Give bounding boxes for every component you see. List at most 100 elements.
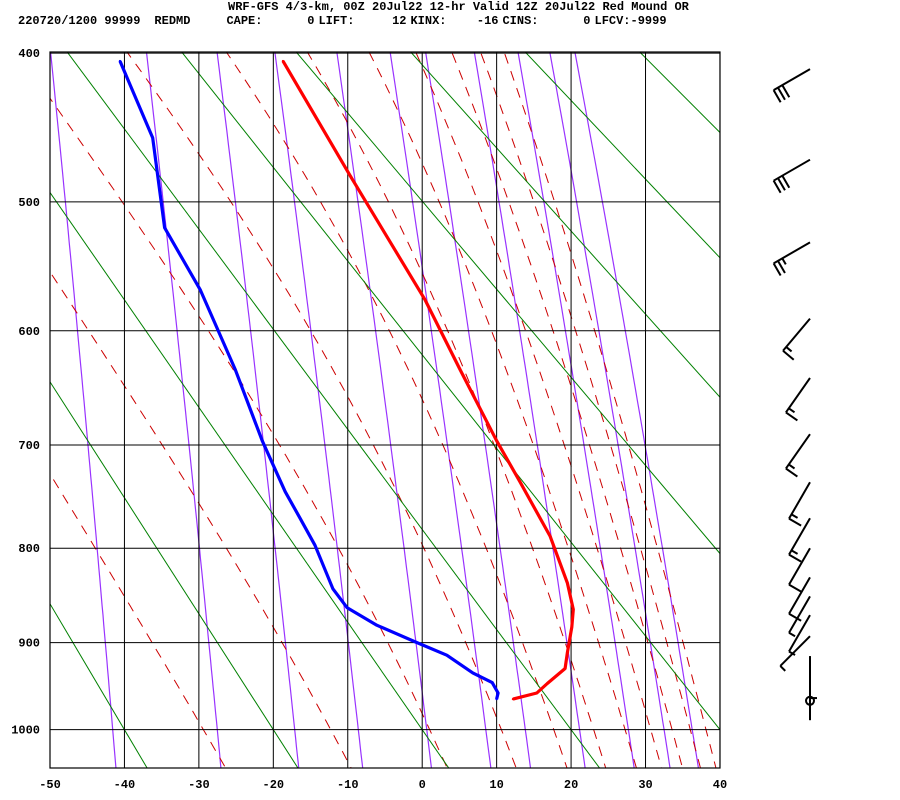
x-tick-label: -10 <box>337 778 359 792</box>
barb-half-feather <box>788 631 796 638</box>
dewpoint-point <box>199 288 202 292</box>
dewpoint-point <box>415 641 419 644</box>
wind-barb <box>788 481 811 527</box>
wind-barb <box>788 517 811 563</box>
barb-staff <box>788 595 811 634</box>
x-tick-label: -40 <box>114 778 136 792</box>
dewpoint-point <box>345 606 349 609</box>
wind-barb <box>805 695 815 706</box>
dewpoint-point <box>471 671 475 675</box>
x-tick-label: 20 <box>564 778 578 792</box>
temperature-point <box>281 59 285 63</box>
barb-half-feather <box>779 665 786 672</box>
dry-adiabat-line <box>0 20 2 779</box>
dewpoint-profile <box>118 60 500 700</box>
barb-feather <box>785 411 798 422</box>
dewpoint-point <box>163 226 166 229</box>
index-label: CINS: <box>502 14 539 28</box>
moist-adiabat-line <box>50 473 227 768</box>
temperature-profile <box>281 60 575 701</box>
grid <box>49 51 721 769</box>
dry-adiabat-line <box>834 20 900 779</box>
x-tick-label: 10 <box>489 778 503 792</box>
dewpoint-point <box>331 587 335 591</box>
dry-adiabat-line <box>66 52 601 768</box>
mixing-ratio-line <box>336 52 433 768</box>
temperature-point <box>563 667 567 670</box>
temperature-point <box>570 625 574 629</box>
barb-feather <box>788 553 802 563</box>
chart-title: WRF-GFS 4/3-km, 00Z 20Jul22 12-hr Valid … <box>228 0 689 14</box>
index-label: LIFT: <box>318 14 355 28</box>
barb-half-feather <box>785 346 793 353</box>
dewpoint-point <box>298 517 302 520</box>
y-tick-label: 500 <box>18 196 40 210</box>
barb-feather <box>788 583 802 593</box>
index-value: 0 <box>583 14 591 28</box>
barb-staff <box>773 68 811 91</box>
moist-adiabat-line <box>479 52 701 768</box>
dewpoint-point <box>490 681 494 684</box>
temperature-point <box>535 691 539 695</box>
calm-circle-icon <box>805 695 815 706</box>
mixing-ratio-line <box>549 52 671 768</box>
y-tick-label: 1000 <box>11 724 40 738</box>
dry-adiabat-line <box>181 52 720 731</box>
temperature-point <box>549 535 552 538</box>
dewpoint-point <box>375 624 378 627</box>
wind-barb <box>788 576 811 622</box>
moist-adiabat-line <box>306 52 607 768</box>
dewpoint-point <box>118 59 122 63</box>
dry-adiabat-line <box>50 380 299 768</box>
barb-feather <box>772 180 782 194</box>
profiles <box>118 59 575 701</box>
barb-staff <box>788 481 811 520</box>
moist-adiabat-line <box>503 52 717 768</box>
barb-staff <box>785 377 811 413</box>
dry-adiabat-line <box>639 52 720 134</box>
moist-adiabat-line <box>126 52 517 768</box>
wind-barbs <box>772 68 817 721</box>
moist-adiabat-line <box>451 52 684 768</box>
index-value: -16 <box>476 14 499 28</box>
temperature-point <box>511 697 515 701</box>
moist-adiabat-line <box>50 270 352 768</box>
run-id: 220720/1200 99999 <box>18 14 141 28</box>
mixing-ratio-line <box>50 52 117 768</box>
axis-ticks: -50 -40 -30 -20 -10 0 10 20 30 40 400 500 600 700 800 9… <box>11 47 727 792</box>
mixing-ratio-line <box>574 52 700 768</box>
barb-half-feather <box>791 549 799 555</box>
mixing-ratio-line <box>216 52 300 768</box>
temperature-point <box>546 682 549 685</box>
barb-feather <box>782 350 795 361</box>
indices-line: 220720/1200 99999 REDMD CAPE: 0 LIFT: 12 KINX:… <box>18 15 671 28</box>
plot-frame <box>49 51 721 769</box>
dry-adiabat-line <box>50 602 148 768</box>
mixing-ratio-line <box>425 52 532 768</box>
wind-barb <box>785 377 811 422</box>
dewpoint-point <box>260 439 264 442</box>
dry-adiabat-line <box>295 52 720 555</box>
barb-feather <box>772 262 782 276</box>
index-value: 0 <box>307 14 315 28</box>
y-tick-label: 900 <box>18 637 40 651</box>
y-tick-label: 400 <box>18 47 40 61</box>
barb-staff <box>788 517 811 556</box>
stability-indices: CAPE: 0 LIFT: 12 KINX: -16 CINS: 0 LFCV:-9999 <box>190 15 670 28</box>
barb-staff <box>788 547 811 586</box>
barb-feather <box>772 89 782 103</box>
dewpoint-point <box>234 368 237 372</box>
index-label: KINX: <box>410 14 447 28</box>
dewpoint-point <box>445 653 448 657</box>
index-label: LFCV: <box>594 14 631 28</box>
station-id: REDMD <box>154 14 191 28</box>
barb-feather <box>777 177 786 191</box>
dry-adiabat-line <box>524 52 720 259</box>
barb-staff <box>785 433 811 470</box>
barb-half-feather <box>788 407 796 414</box>
dry-adiabat-line <box>410 52 720 399</box>
temperature-point <box>518 480 521 483</box>
moist-adiabat-line <box>225 52 568 768</box>
wind-barb <box>779 635 811 672</box>
